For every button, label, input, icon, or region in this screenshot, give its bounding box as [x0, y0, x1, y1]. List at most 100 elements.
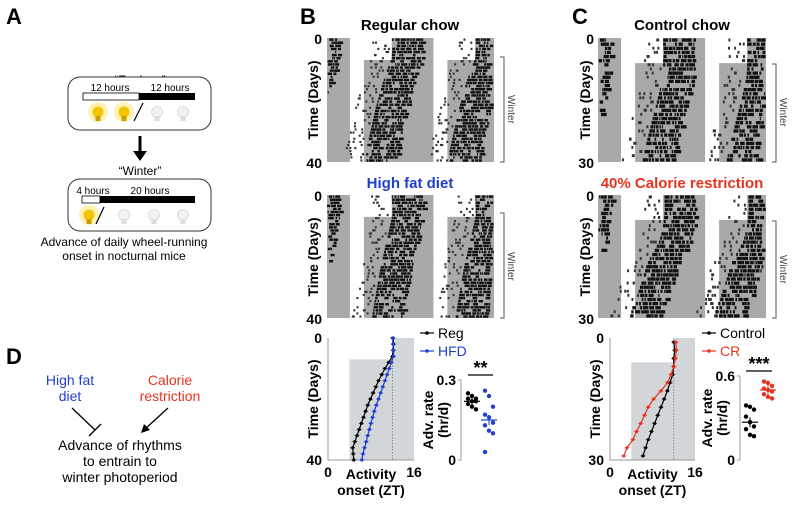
equinox-dark-label: 12 hours — [151, 83, 190, 94]
high-fat-diet-title: High fat diet — [367, 175, 454, 192]
data-point — [490, 420, 496, 425]
data-point — [469, 404, 475, 409]
y-tick: 0 — [314, 330, 322, 346]
actogram-regular-chow — [327, 38, 494, 163]
d-result-line2: to entrain to — [83, 453, 157, 469]
x-tick: 0 — [606, 464, 614, 480]
data-point — [765, 380, 771, 386]
data-point — [465, 391, 471, 396]
slash-divider — [133, 102, 144, 122]
light-bulb-icons-equinox — [88, 102, 189, 122]
significance-stars: *** — [748, 354, 769, 374]
inhibit-arrow-icon — [71, 407, 102, 437]
panel-label-b: B — [300, 4, 316, 29]
data-point — [482, 412, 488, 417]
light-bulb-off-icon — [177, 209, 189, 224]
data-point — [743, 427, 749, 432]
light-bulb-on-icon — [88, 102, 108, 122]
winter-dark-shading — [631, 362, 695, 460]
c-mid-y30: 30 — [578, 311, 594, 327]
data-point — [473, 407, 479, 412]
data-point — [482, 423, 488, 428]
y-axis-label: Adv. rate — [420, 390, 436, 449]
winter-light-label: 4 hours — [76, 186, 109, 197]
winter-label: Winter — [505, 252, 516, 282]
y-axis-label: Time (Days) — [587, 359, 603, 438]
data-point — [482, 388, 488, 393]
data-point — [769, 396, 775, 401]
y-tick: 0 — [596, 330, 604, 346]
panel-a-schematic: “Equinox” 12 hours 12 hours “Winter” 4 h… — [41, 73, 212, 263]
d-calorie-line2: restriction — [140, 388, 201, 404]
x-tick: 16 — [406, 464, 422, 480]
b-mid-ylabel: Time (Days) — [305, 217, 321, 296]
data-point — [747, 432, 753, 437]
light-bulb-off-icon — [151, 106, 163, 121]
control-chow-title: Control chow — [634, 17, 730, 34]
c-top-y30: 30 — [578, 155, 594, 171]
y-tick: 0 — [448, 452, 456, 468]
actogram-high-fat-diet — [327, 195, 494, 319]
panel-label-a: A — [6, 4, 22, 29]
actogram-calorie-restriction — [598, 195, 766, 319]
b-mid-y0: 0 — [314, 188, 322, 204]
y-tick: 0.3 — [437, 372, 457, 388]
data-point — [751, 407, 757, 412]
b-top-y40: 40 — [306, 155, 322, 171]
data-point — [486, 428, 492, 433]
data-point — [743, 403, 749, 408]
light-bulb-off-icon — [148, 209, 160, 224]
winter-label: Winter — [505, 95, 516, 125]
data-point — [465, 401, 471, 407]
data-point — [490, 404, 496, 409]
panel-label-d: D — [6, 344, 22, 369]
b-top-y0: 0 — [314, 31, 322, 47]
winter-bracket — [772, 63, 777, 163]
caption-line-2: onset in nocturnal mice — [62, 249, 186, 263]
panel-label-c: C — [572, 4, 588, 29]
light-bulb-off-icon — [118, 209, 130, 224]
data-point — [765, 394, 771, 400]
data-point — [761, 379, 767, 384]
winter-dark-label: 20 hours — [131, 186, 170, 197]
y-tick: 0.6 — [716, 368, 736, 384]
arrow-icon — [141, 407, 169, 433]
x-tick: 16 — [687, 464, 703, 480]
y-tick: 30 — [588, 452, 604, 468]
d-high-fat-line1: High fat — [46, 372, 94, 388]
winter-title: “Winter” — [119, 164, 162, 178]
panel-d-schematic: High fat diet Calorie restriction Advanc… — [46, 372, 200, 485]
light-bulb-on-icon — [79, 205, 99, 225]
y-axis-label: (hr/d) — [435, 402, 451, 438]
c-mid-y0: 0 — [586, 188, 594, 204]
actogram-control-chow — [598, 38, 766, 163]
b-mid-y40: 40 — [306, 311, 322, 327]
d-result-line1: Advance of rhythms — [58, 437, 182, 453]
caption-line-1: Advance of daily wheel-running — [41, 235, 208, 249]
winter-bracket — [500, 56, 505, 163]
data-point — [490, 431, 496, 436]
data-point — [465, 396, 471, 401]
winter-label: Winter — [777, 98, 788, 128]
legend-label-cr: CR — [720, 343, 740, 359]
light-bulb-off-icon — [177, 106, 189, 121]
regular-chow-title: Regular chow — [361, 17, 460, 34]
x-axis-label: onset (ZT) — [337, 482, 405, 498]
x-axis-label: Activity — [346, 466, 397, 482]
d-result-line3: winter photoperiod — [61, 469, 177, 485]
arrow-down-icon — [133, 136, 147, 161]
calorie-restriction-title: 40% Calorie restriction — [601, 175, 764, 192]
d-high-fat-line2: diet — [59, 388, 82, 404]
winter-label: Winter — [777, 255, 788, 285]
y-axis-label: Time (Days) — [305, 359, 321, 438]
significance-stars: ** — [473, 358, 487, 378]
winter-bracket — [772, 220, 777, 319]
legend-label-hfd: HFD — [438, 343, 467, 359]
data-point — [751, 434, 757, 439]
data-point — [486, 393, 492, 399]
x-axis-label: onset (ZT) — [619, 482, 687, 498]
equinox-light-label: 12 hours — [91, 83, 130, 94]
light-bulb-icons-winter — [79, 205, 189, 225]
